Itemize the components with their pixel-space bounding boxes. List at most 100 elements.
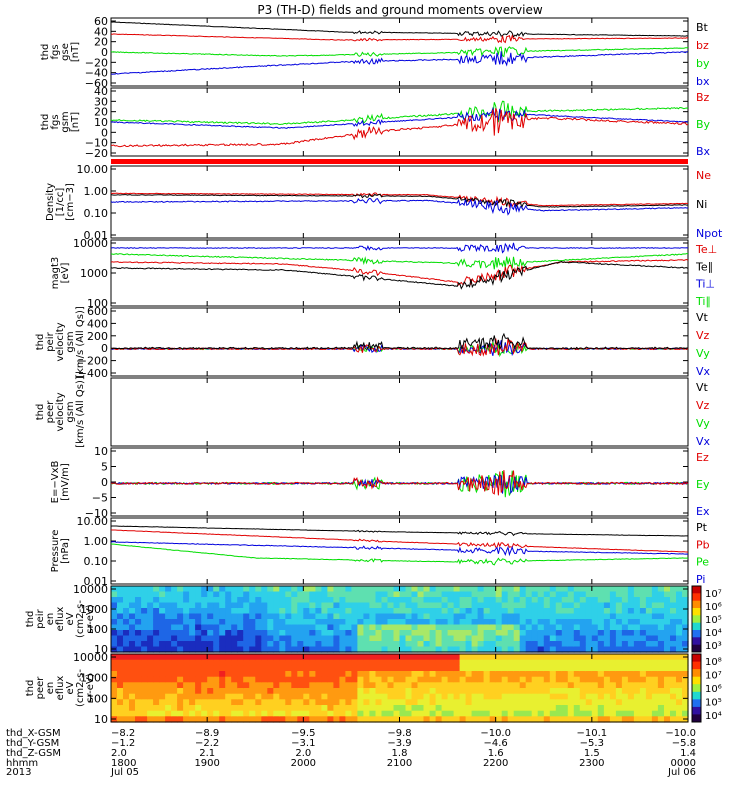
y-tick-label: 0.10	[84, 555, 109, 568]
series-Ne	[110, 192, 689, 209]
ephemeris-table: thd_X-GSMthd_Y-GSMthd_Z-GSMhhmm2013−8.2−…	[6, 728, 696, 778]
series-Te-par	[110, 260, 689, 290]
legend-Pb: Pb	[696, 538, 710, 551]
y-axis-label-line: peir	[45, 331, 56, 351]
legend-Pt: Pt	[696, 521, 708, 534]
y-tick-label: −20	[85, 147, 108, 160]
ephemeris-row-label: thd_Z-GSM	[6, 748, 61, 759]
y-tick-label: −5	[92, 492, 108, 505]
y-axis-label-line: eV	[65, 612, 76, 625]
y-axis-label-line: [km/s (All Qs)]	[75, 376, 86, 448]
ephemeris-value: 2100	[387, 758, 412, 769]
y-tick-label: 400	[87, 317, 108, 330]
y-tick-label: 1000	[80, 267, 108, 280]
y-tick-label: 600	[87, 305, 108, 318]
panel-peer-velocity: thd peer velocity gsm [km/s (All Qs)] Vt Vz Vy V…	[35, 376, 711, 448]
y-axis-label-line: (cm2-s-	[75, 669, 86, 707]
y-tick-label: 0.01	[84, 575, 109, 588]
legend-Ti∥: Ti∥	[695, 295, 711, 308]
y-axis-label: thd fgs gse [nT]	[40, 42, 81, 62]
ephemeris-row-label: thd_X-GSM	[6, 728, 61, 739]
legend-By: By	[696, 118, 711, 131]
colorbar-tick-label: 10⁴	[705, 711, 722, 722]
legend-Npot: Npot	[696, 227, 723, 240]
y-axis-label-line: [eV]	[60, 263, 71, 284]
y-tick-label: 10.00	[77, 515, 109, 528]
y-axis-label-line: [1/cc]	[55, 188, 66, 217]
y-axis-label-line: fgs	[50, 114, 61, 129]
series-bx	[110, 51, 689, 75]
mode-bar	[111, 159, 688, 164]
y-tick-label: 10	[94, 116, 108, 129]
y-axis-label-line: thd	[25, 611, 36, 628]
legend-Bz: Bz	[696, 91, 710, 104]
y-axis-label-line: gsm	[65, 331, 76, 352]
legend-bz: bz	[696, 39, 709, 52]
y-axis-label-line: peer	[45, 400, 56, 424]
y-axis-label-line: velocity	[55, 392, 66, 431]
legend-Bx: Bx	[696, 145, 711, 158]
ephemeris-value: 2000	[291, 758, 316, 769]
y-tick-label: 10	[94, 445, 108, 458]
series-Ti-perp	[110, 242, 689, 254]
y-tick-label: 10000	[73, 583, 108, 596]
plot-title: P3 (TH-D) fields and ground moments over…	[257, 3, 542, 17]
ephemeris-value: 1.8	[392, 748, 408, 759]
spectrogram-peir-spec	[111, 586, 689, 653]
y-tick-label: 0	[101, 126, 108, 139]
y-tick-label: −10	[85, 137, 108, 150]
panel-peir-spec: 10⁷ 10⁶ 10⁵ 10⁴ 10³ 10000 1000 100 10 thd peir en ef…	[25, 583, 722, 656]
y-axis-label-line: eV	[65, 681, 76, 694]
y-axis-label-line: fgs	[50, 44, 61, 59]
y-tick-label: 10000	[73, 651, 108, 664]
legend-Pe: Pe	[696, 556, 709, 569]
y-tick-label: −400	[78, 367, 108, 380]
legend-Ni: Ni	[696, 198, 707, 211]
series-Pi	[110, 541, 689, 557]
colorbar-tick-label: 10⁵	[705, 615, 722, 626]
y-axis-label-line: [nT]	[70, 112, 81, 132]
colorbar-tick-label: 10³	[705, 641, 722, 652]
y-axis-label-line: Density	[45, 183, 56, 221]
ephemeris-value: 2.0	[295, 748, 311, 759]
y-axis-label-line: sr-eV)	[85, 673, 96, 702]
ephemeris-date-end: Jul 06	[667, 767, 696, 778]
y-axis-label-line: magt3	[50, 257, 61, 290]
colorbar-tick-label: 10⁴	[705, 628, 722, 639]
y-axis-label-line: E=−VxB	[50, 461, 61, 504]
y-tick-label: 40	[94, 25, 108, 38]
y-axis-label: thd peer en eflux eV (cm2-s-sr-eV)	[25, 669, 96, 707]
colorbar-tick-label: 10⁶	[705, 602, 722, 613]
spectrogram-peer-spec	[111, 654, 689, 723]
series-By	[110, 100, 689, 126]
panel-frame	[110, 17, 689, 87]
y-axis-label-line: thd	[40, 114, 51, 131]
y-axis-label: Pressure [nPa]	[50, 530, 71, 573]
legend-Vt: Vt	[696, 311, 709, 324]
y-tick-label: 1.00	[84, 185, 109, 198]
panel-peer-spec: 10⁸ 10⁷ 10⁶ 10⁵ 10⁴ 10000 1000 100 10 thd peer en ef…	[25, 651, 722, 726]
y-tick-label: 0	[101, 46, 108, 59]
y-tick-label: −200	[78, 355, 108, 368]
ephemeris-value: −10.0	[665, 728, 696, 739]
ephemeris-value: −10.0	[480, 728, 511, 739]
ephemeris-value: −1.2	[111, 738, 135, 749]
y-tick-label: 0.10	[84, 207, 109, 220]
y-tick-label: 100	[87, 297, 108, 310]
y-axis-label-line: (cm2-s-	[75, 600, 86, 638]
series-Pb	[110, 529, 688, 553]
ephemeris-value: 1900	[194, 758, 219, 769]
y-axis-label-line: eflux	[55, 607, 66, 632]
y-axis-label: Density [1/cc] [cm−3]	[45, 183, 76, 221]
legend-Ey: Ey	[696, 478, 710, 491]
y-tick-label: 10	[94, 713, 108, 726]
y-axis-label: thd fgs gsm [nT]	[40, 111, 81, 132]
colorbar-peir-spec: 10⁷ 10⁶ 10⁵ 10⁴ 10³	[691, 585, 722, 653]
y-tick-label: 0	[101, 476, 108, 489]
ephemeris-row-label: 2013	[6, 767, 31, 778]
legend-Vx: Vx	[696, 435, 711, 448]
y-axis-label-line: thd	[35, 404, 46, 421]
panel-frame	[110, 165, 689, 239]
